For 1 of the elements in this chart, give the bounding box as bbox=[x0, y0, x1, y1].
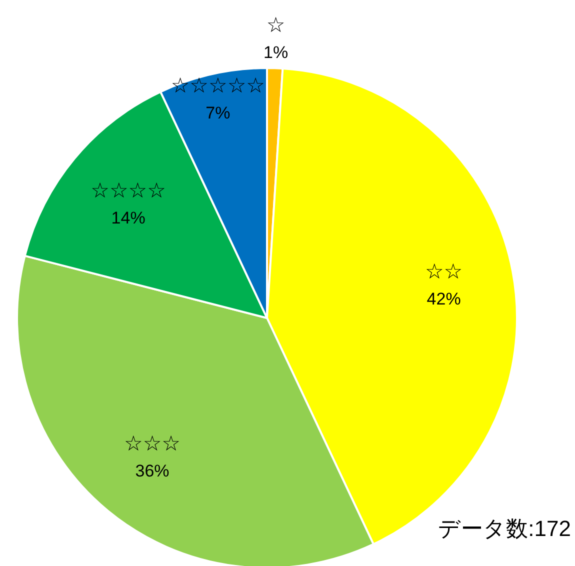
annotation: データ数:172 bbox=[438, 516, 571, 541]
